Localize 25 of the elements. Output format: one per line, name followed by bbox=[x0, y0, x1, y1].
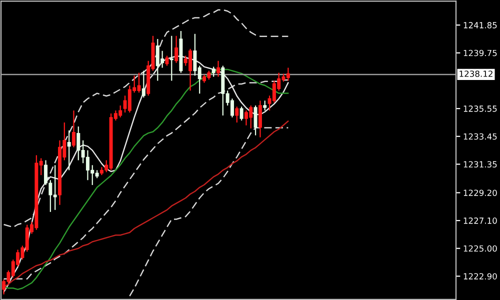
y-tick-label: 1231.35 bbox=[464, 161, 497, 168]
candlestick bbox=[254, 104, 258, 136]
candlestick bbox=[286, 67, 290, 82]
y-tick-label: 1233.45 bbox=[464, 133, 497, 140]
candlestick bbox=[165, 55, 169, 66]
candlestick bbox=[216, 60, 220, 78]
y-tick-label: 1241.85 bbox=[464, 22, 497, 28]
y-tick-label: 1227.10 bbox=[464, 218, 497, 224]
candlestick bbox=[174, 35, 178, 64]
y-tick-label: 1235.55 bbox=[464, 106, 497, 112]
candlestick bbox=[142, 70, 146, 98]
ref-line-label: 1238.12 bbox=[460, 70, 492, 77]
candlestick bbox=[72, 110, 76, 148]
candlestick bbox=[263, 100, 267, 112]
candlestick bbox=[240, 106, 244, 122]
candlestick bbox=[170, 35, 174, 82]
candlestick bbox=[235, 106, 239, 124]
y-tick-label: 1229.20 bbox=[464, 190, 497, 196]
y-tick-label: 1225.00 bbox=[464, 245, 497, 252]
candlestick bbox=[67, 130, 71, 171]
y-tick-label: 1239.75 bbox=[464, 50, 497, 56]
candlestick bbox=[212, 66, 216, 78]
y-tick-label: 1222.90 bbox=[464, 273, 497, 280]
candlestick bbox=[258, 100, 262, 138]
line-series bbox=[3, 9, 289, 228]
